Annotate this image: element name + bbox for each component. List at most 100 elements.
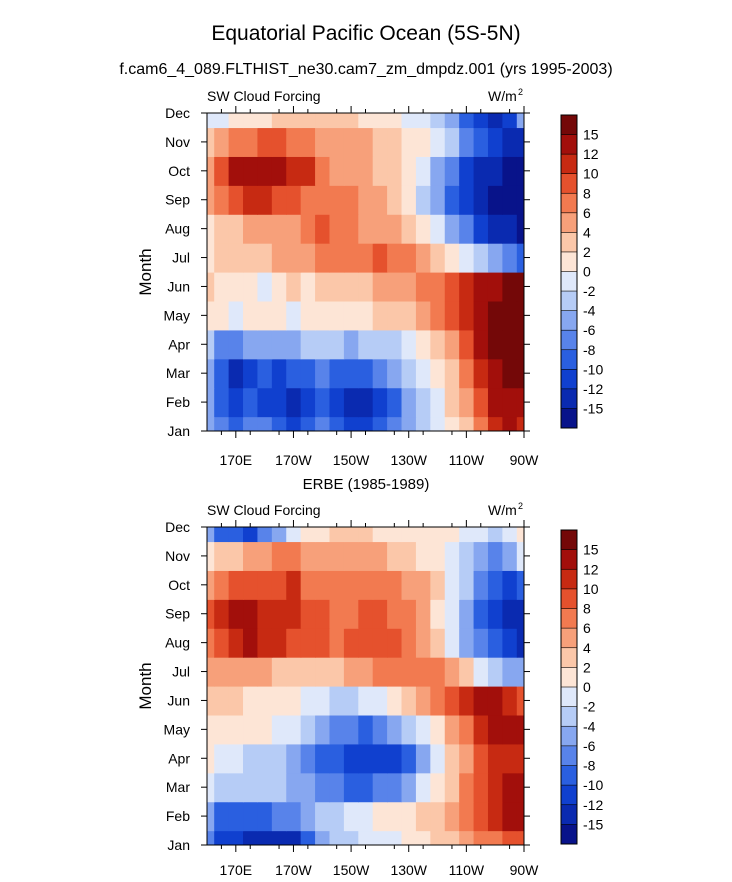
heatmap-cell	[300, 127, 316, 157]
heatmap-cell	[315, 243, 331, 273]
y-tick-label: Dec	[165, 519, 190, 535]
heatmap-cell	[415, 243, 431, 273]
heatmap-cell	[207, 300, 215, 331]
heatmap-cell	[473, 830, 489, 845]
y-tick-label: Apr	[168, 750, 190, 766]
heatmap-cell	[343, 686, 359, 716]
heatmap-cell	[387, 743, 403, 774]
heatmap-cell	[516, 113, 524, 129]
heatmap-cell	[430, 387, 446, 418]
heatmap-cell	[473, 628, 489, 658]
heatmap-cell	[286, 387, 302, 418]
heatmap-cell	[286, 714, 302, 745]
heatmap-cell	[502, 387, 518, 418]
heatmap-cell	[329, 772, 345, 803]
heatmap-cell	[228, 830, 244, 845]
heatmap-cell	[358, 300, 374, 331]
heatmap-cell	[430, 329, 446, 360]
heatmap-cell	[343, 830, 359, 845]
heatmap-cell	[473, 387, 489, 418]
heatmap-cell	[271, 358, 287, 389]
heatmap-cell	[358, 185, 374, 215]
heatmap-cell	[300, 272, 316, 302]
heatmap-cell	[271, 541, 287, 571]
figure-subtitle: f.cam6_4_089.FLTHIST_ne30.cam7_zm_dmpdz.…	[119, 61, 613, 78]
heatmap-cell	[207, 243, 215, 273]
y-tick-label: Mar	[166, 365, 190, 381]
heatmap-cell	[207, 416, 215, 431]
heatmap-cell	[387, 657, 403, 687]
heatmap-cell	[487, 185, 503, 215]
heatmap-cell	[214, 272, 230, 302]
heatmap-cell	[207, 127, 215, 157]
heatmap-cell	[372, 416, 388, 431]
heatmap-cell	[487, 599, 503, 629]
heatmap-cell	[372, 714, 388, 745]
heatmap-cell	[444, 657, 460, 687]
heatmap-cell	[207, 686, 215, 716]
heatmap-cell	[502, 156, 518, 186]
heatmap-cell	[286, 358, 302, 389]
heatmap-cell	[343, 657, 359, 687]
heatmap-cell	[387, 329, 403, 360]
heatmap-cell	[372, 657, 388, 687]
heatmap-cell	[271, 599, 287, 629]
heatmap-cell	[415, 358, 431, 389]
heatmap-cell	[207, 387, 215, 418]
heatmap-cell	[286, 156, 302, 186]
heatmap-cell	[329, 830, 345, 845]
heatmap-cell	[257, 416, 273, 431]
heatmap-cell	[228, 387, 244, 418]
heatmap-cell	[214, 527, 230, 543]
heatmap-cell	[372, 830, 388, 845]
heatmap-cell	[415, 416, 431, 431]
heatmap-cell	[343, 714, 359, 745]
heatmap-cell	[459, 599, 475, 629]
heatmap-cell	[358, 214, 374, 244]
heatmap-cell	[243, 772, 259, 803]
heatmap-cell	[271, 329, 287, 360]
heatmap-cell	[329, 801, 345, 832]
heatmap-cell	[207, 358, 215, 389]
y-tick-label: Apr	[168, 336, 190, 352]
colorbar-swatch	[561, 408, 577, 429]
heatmap-cell	[487, 272, 503, 302]
heatmap-cell	[473, 541, 489, 571]
heatmap-cell	[487, 541, 503, 571]
units-superscript: 2	[518, 501, 523, 511]
heatmap-cell	[430, 272, 446, 302]
heatmap-cell	[271, 714, 287, 745]
heatmap-cell	[444, 599, 460, 629]
heatmap-cell	[401, 570, 417, 600]
heatmap-cell	[372, 300, 388, 331]
heatmap-cell	[401, 830, 417, 845]
heatmap-cell	[207, 830, 215, 845]
heatmap-cell	[430, 416, 446, 431]
colorbar-swatch	[561, 349, 577, 370]
heatmap-cell	[516, 743, 524, 774]
heatmap-cell	[300, 541, 316, 571]
heatmap-cell	[214, 127, 230, 157]
heatmap-cell	[243, 300, 259, 331]
colorbar-label: 4	[583, 640, 591, 656]
heatmap-cell	[207, 628, 215, 658]
heatmap-cell	[415, 541, 431, 571]
heatmap-cell	[502, 772, 518, 803]
colorbar-swatch	[561, 388, 577, 409]
heatmap-cell	[502, 801, 518, 832]
heatmap-cell	[271, 113, 287, 129]
heatmap-cell	[243, 127, 259, 157]
heatmap-cell	[459, 243, 475, 273]
heatmap-cell	[271, 772, 287, 803]
heatmap-cell	[487, 113, 503, 129]
colorbar-label: -2	[583, 699, 596, 715]
heatmap-cell	[415, 772, 431, 803]
heatmap-cell	[358, 387, 374, 418]
heatmap-cell	[257, 686, 273, 716]
heatmap-cell	[286, 743, 302, 774]
heatmap-cell	[228, 113, 244, 129]
heatmap-cell	[329, 599, 345, 629]
heatmap-cell	[207, 329, 215, 360]
heatmap-cell	[207, 801, 215, 832]
heatmap-cell	[401, 156, 417, 186]
